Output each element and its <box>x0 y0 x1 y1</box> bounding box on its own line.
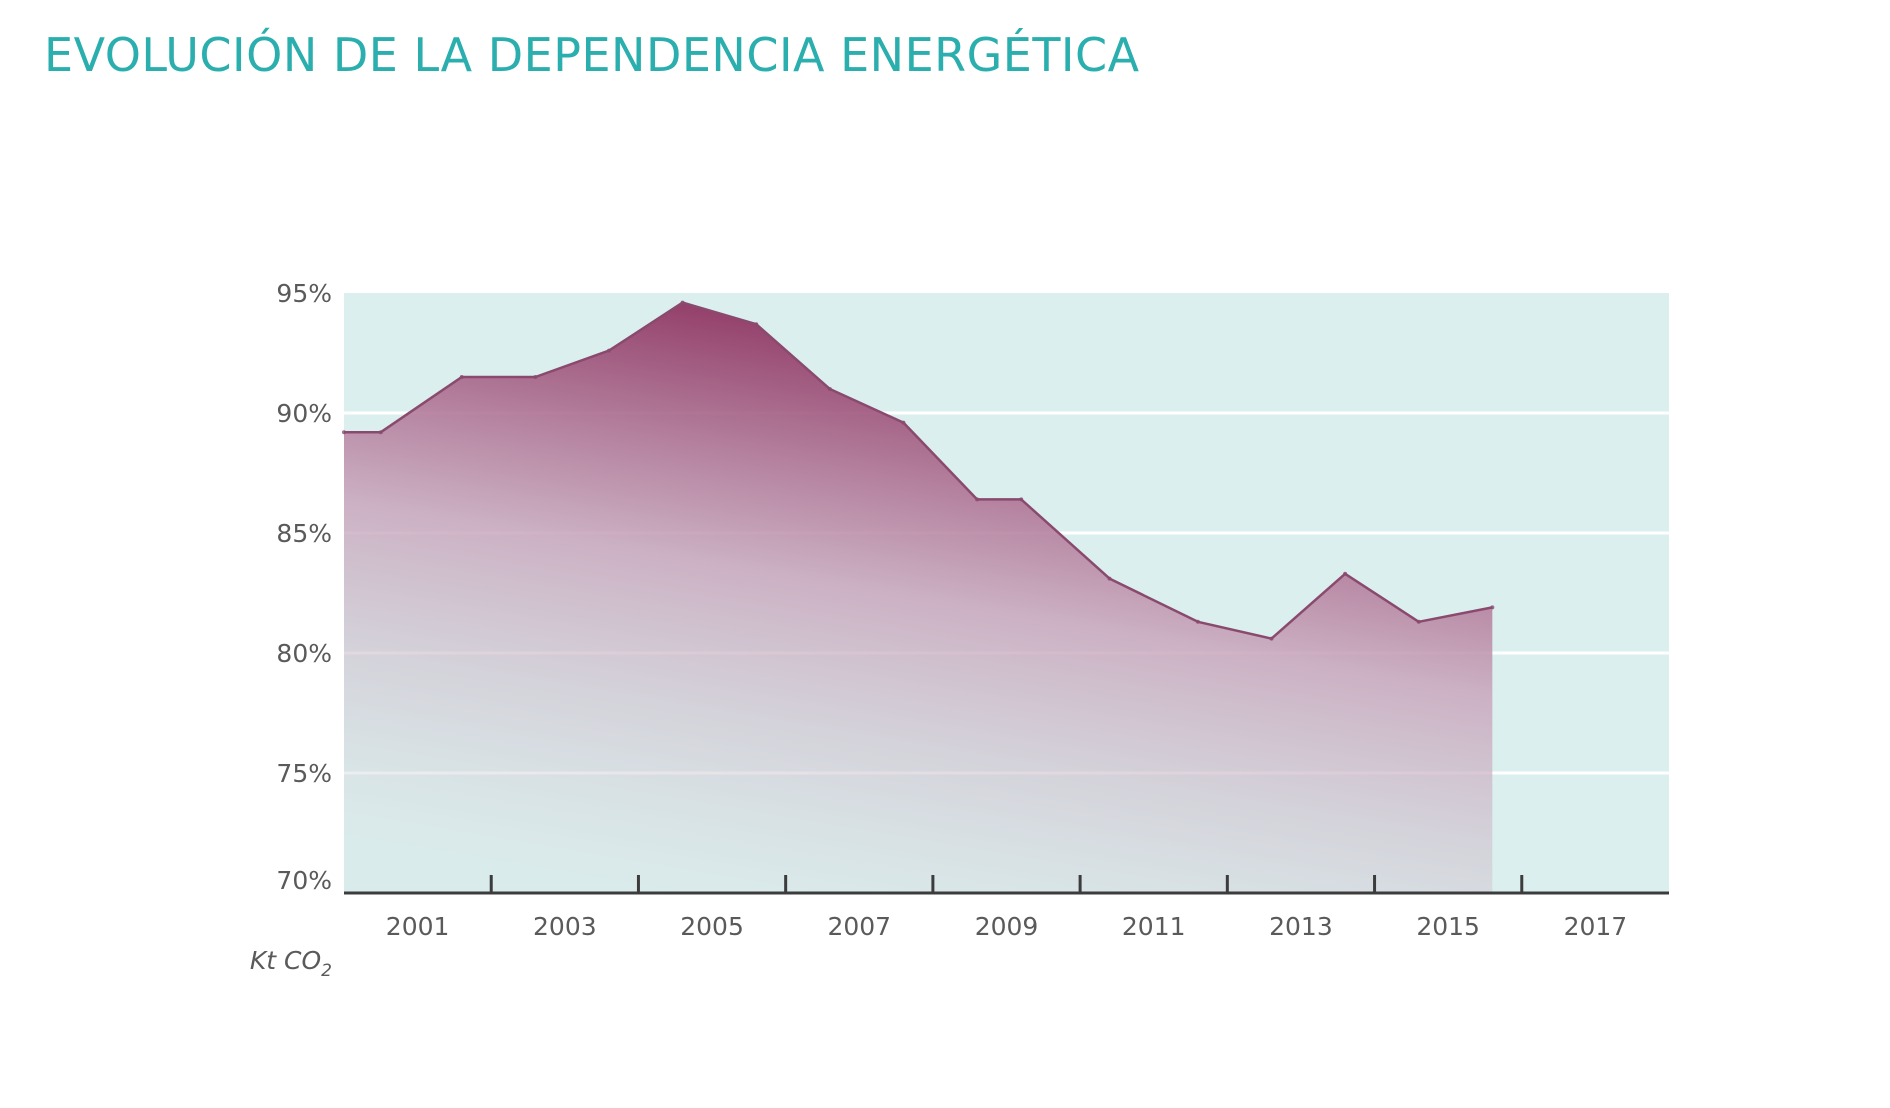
data-point-16 <box>1490 605 1495 610</box>
y-tick-label-70: 70% <box>276 866 332 895</box>
data-point-3 <box>533 375 538 379</box>
unit-label-subscript: 2 <box>321 961 332 981</box>
y-tick-label-85: 85% <box>276 519 332 548</box>
page-title: EVOLUCIÓN DE LA DEPENDENCIA ENERGÉTICA <box>44 28 1140 82</box>
data-point-2 <box>459 375 464 379</box>
data-point-7 <box>827 387 832 391</box>
x-tick-label-2001: 2001 <box>386 912 450 941</box>
x-tick-label-2005: 2005 <box>680 912 744 941</box>
data-point-11 <box>1107 576 1112 581</box>
data-point-13 <box>1269 636 1274 641</box>
x-tick-label-2013: 2013 <box>1269 912 1333 941</box>
tick-labels: 95% 90% 85% 80% 75% 70% 2001 2003 2005 2007 2009 20… <box>276 279 1627 941</box>
data-points <box>342 300 1495 641</box>
data-point-9 <box>975 497 980 502</box>
data-point-5 <box>680 300 685 305</box>
data-point-12 <box>1195 619 1200 624</box>
x-tick-label-2009: 2009 <box>975 912 1039 941</box>
x-axis <box>344 875 1669 895</box>
x-tick-label-2007: 2007 <box>827 912 891 941</box>
y-tick-label-90: 90% <box>276 399 332 428</box>
x-tick-label-2011: 2011 <box>1122 912 1186 941</box>
series-area <box>344 302 1493 894</box>
unit-label-base: Kt CO <box>250 946 321 975</box>
data-point-15 <box>1416 619 1421 624</box>
data-point-6 <box>754 322 759 327</box>
data-point-1 <box>378 430 383 435</box>
y-tick-label-75: 75% <box>276 759 332 788</box>
x-tick-label-2015: 2015 <box>1416 912 1480 941</box>
unit-label: Kt CO2 <box>250 946 332 981</box>
data-point-10 <box>1019 497 1024 502</box>
y-tick-label-95: 95% <box>276 279 332 308</box>
data-point-8 <box>901 420 906 425</box>
data-point-14 <box>1343 571 1348 576</box>
y-tick-label-80: 80% <box>276 639 332 668</box>
x-tick-label-2017: 2017 <box>1564 912 1628 941</box>
x-tick-label-2003: 2003 <box>533 912 597 941</box>
data-point-0 <box>342 430 346 435</box>
data-point-4 <box>607 348 611 353</box>
